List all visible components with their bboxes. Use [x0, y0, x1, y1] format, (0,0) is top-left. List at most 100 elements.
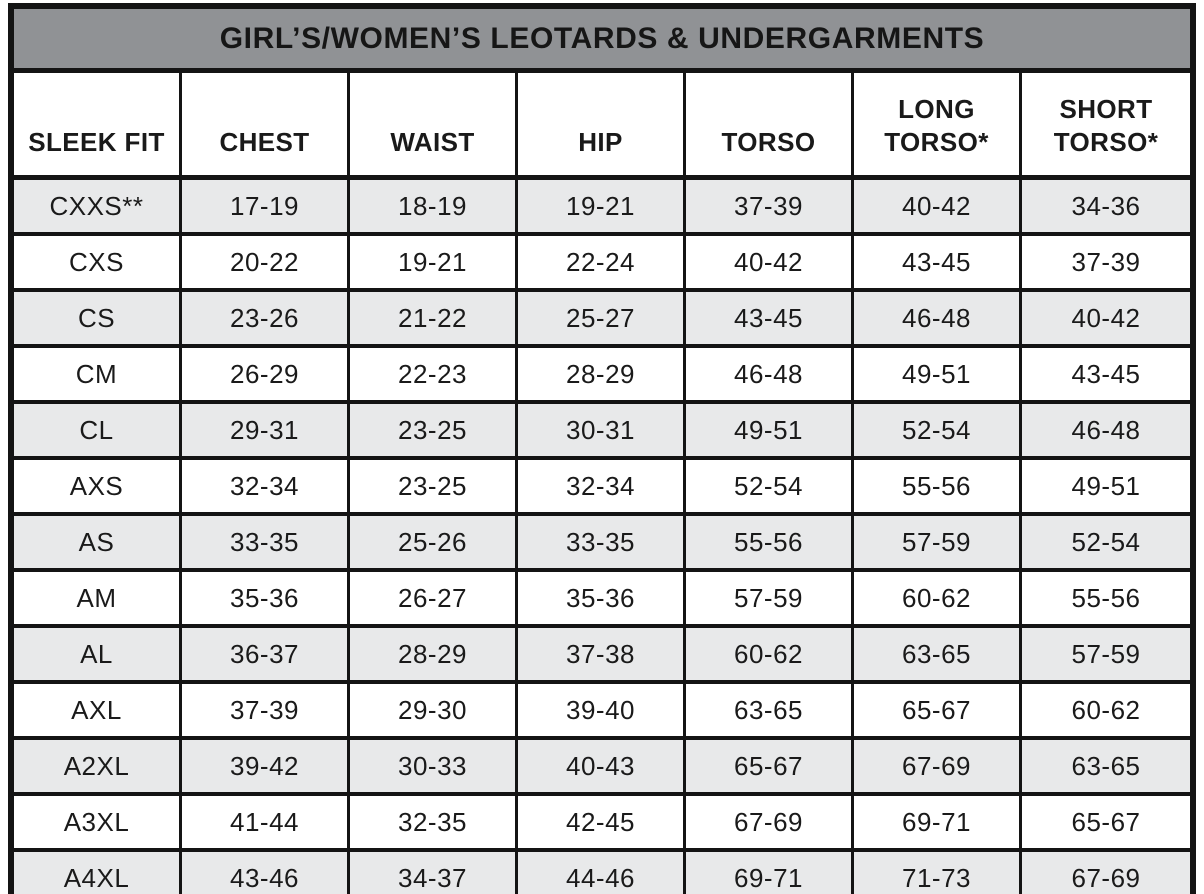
measurement-cell: 55-56 — [1022, 572, 1190, 628]
measurement-cell: 52-54 — [1022, 516, 1190, 572]
row-size-label: AXS — [14, 460, 182, 516]
table-row: CS 23-26 21-22 25-27 43-45 46-48 40-42 — [14, 292, 1190, 348]
table-row: AL 36-37 28-29 37-38 60-62 63-65 57-59 — [14, 628, 1190, 684]
measurement-cell: 43-46 — [182, 852, 350, 894]
measurement-cell: 65-67 — [1022, 796, 1190, 852]
measurement-cell: 69-71 — [686, 852, 854, 894]
measurement-cell: 46-48 — [686, 348, 854, 404]
row-size-label: A4XL — [14, 852, 182, 894]
table-row: CXS 20-22 19-21 22-24 40-42 43-45 37-39 — [14, 236, 1190, 292]
measurement-cell: 60-62 — [686, 628, 854, 684]
column-header-row: SLEEK FIT CHEST WAIST HIP TORSO LONG TORSO* SH… — [14, 73, 1190, 180]
row-size-label: A2XL — [14, 740, 182, 796]
measurement-cell: 69-71 — [854, 796, 1022, 852]
measurement-cell: 32-34 — [182, 460, 350, 516]
measurement-cell: 23-25 — [350, 460, 518, 516]
column-header-sleek-fit: SLEEK FIT — [14, 73, 182, 180]
measurement-cell: 19-21 — [518, 180, 686, 236]
title-row: GIRL’S/WOMEN’S LEOTARDS & UNDERGARMENTS — [14, 9, 1190, 73]
table-row: A4XL 43-46 34-37 44-46 69-71 71-73 67-69 — [14, 852, 1190, 894]
measurement-cell: 26-27 — [350, 572, 518, 628]
measurement-cell: 25-26 — [350, 516, 518, 572]
measurement-cell: 55-56 — [686, 516, 854, 572]
page-title: GIRL’S/WOMEN’S LEOTARDS & UNDERGARMENTS — [14, 9, 1190, 73]
measurement-cell: 43-45 — [686, 292, 854, 348]
measurement-cell: 20-22 — [182, 236, 350, 292]
measurement-cell: 18-19 — [350, 180, 518, 236]
row-size-label: CS — [14, 292, 182, 348]
table-head: GIRL’S/WOMEN’S LEOTARDS & UNDERGARMENTS … — [14, 9, 1190, 180]
measurement-cell: 63-65 — [686, 684, 854, 740]
row-size-label: AM — [14, 572, 182, 628]
measurement-cell: 41-44 — [182, 796, 350, 852]
size-chart-table: GIRL’S/WOMEN’S LEOTARDS & UNDERGARMENTS … — [8, 3, 1196, 894]
measurement-cell: 22-23 — [350, 348, 518, 404]
table-row: AXL 37-39 29-30 39-40 63-65 65-67 60-62 — [14, 684, 1190, 740]
measurement-cell: 25-27 — [518, 292, 686, 348]
measurement-cell: 65-67 — [686, 740, 854, 796]
measurement-cell: 34-36 — [1022, 180, 1190, 236]
table-row: A2XL 39-42 30-33 40-43 65-67 67-69 63-65 — [14, 740, 1190, 796]
row-size-label: AL — [14, 628, 182, 684]
measurement-cell: 46-48 — [854, 292, 1022, 348]
measurement-cell: 44-46 — [518, 852, 686, 894]
measurement-cell: 37-39 — [686, 180, 854, 236]
measurement-cell: 49-51 — [1022, 460, 1190, 516]
measurement-cell: 60-62 — [1022, 684, 1190, 740]
measurement-cell: 37-39 — [1022, 236, 1190, 292]
measurement-cell: 23-26 — [182, 292, 350, 348]
measurement-cell: 67-69 — [1022, 852, 1190, 894]
measurement-cell: 37-38 — [518, 628, 686, 684]
measurement-cell: 65-67 — [854, 684, 1022, 740]
measurement-cell: 23-25 — [350, 404, 518, 460]
measurement-cell: 34-37 — [350, 852, 518, 894]
measurement-cell: 28-29 — [350, 628, 518, 684]
measurement-cell: 52-54 — [686, 460, 854, 516]
measurement-cell: 19-21 — [350, 236, 518, 292]
measurement-cell: 35-36 — [518, 572, 686, 628]
measurement-cell: 57-59 — [686, 572, 854, 628]
table-row: AM 35-36 26-27 35-36 57-59 60-62 55-56 — [14, 572, 1190, 628]
measurement-cell: 30-33 — [350, 740, 518, 796]
measurement-cell: 26-29 — [182, 348, 350, 404]
column-header-short-torso: SHORT TORSO* — [1022, 73, 1190, 180]
measurement-cell: 29-31 — [182, 404, 350, 460]
row-size-label: CM — [14, 348, 182, 404]
measurement-cell: 40-42 — [686, 236, 854, 292]
table-row: CM 26-29 22-23 28-29 46-48 49-51 43-45 — [14, 348, 1190, 404]
measurement-cell: 57-59 — [854, 516, 1022, 572]
row-size-label: CXXS** — [14, 180, 182, 236]
measurement-cell: 37-39 — [182, 684, 350, 740]
measurement-cell: 17-19 — [182, 180, 350, 236]
column-header-chest: CHEST — [182, 73, 350, 180]
table-body: CXXS** 17-19 18-19 19-21 37-39 40-42 34-36 CXS 2… — [14, 180, 1190, 894]
row-size-label: A3XL — [14, 796, 182, 852]
measurement-cell: 40-42 — [854, 180, 1022, 236]
row-size-label: CL — [14, 404, 182, 460]
measurement-cell: 49-51 — [686, 404, 854, 460]
measurement-cell: 33-35 — [518, 516, 686, 572]
column-header-hip: HIP — [518, 73, 686, 180]
measurement-cell: 60-62 — [854, 572, 1022, 628]
measurement-cell: 39-42 — [182, 740, 350, 796]
measurement-cell: 30-31 — [518, 404, 686, 460]
measurement-cell: 67-69 — [686, 796, 854, 852]
measurement-cell: 40-42 — [1022, 292, 1190, 348]
row-size-label: AXL — [14, 684, 182, 740]
measurement-cell: 63-65 — [854, 628, 1022, 684]
measurement-cell: 57-59 — [1022, 628, 1190, 684]
column-header-long-torso: LONG TORSO* — [854, 73, 1022, 180]
measurement-cell: 36-37 — [182, 628, 350, 684]
row-size-label: CXS — [14, 236, 182, 292]
measurement-cell: 39-40 — [518, 684, 686, 740]
measurement-cell: 63-65 — [1022, 740, 1190, 796]
measurement-cell: 22-24 — [518, 236, 686, 292]
table-row: A3XL 41-44 32-35 42-45 67-69 69-71 65-67 — [14, 796, 1190, 852]
measurement-cell: 67-69 — [854, 740, 1022, 796]
table-row: CL 29-31 23-25 30-31 49-51 52-54 46-48 — [14, 404, 1190, 460]
table-row: CXXS** 17-19 18-19 19-21 37-39 40-42 34-36 — [14, 180, 1190, 236]
measurement-cell: 33-35 — [182, 516, 350, 572]
measurement-cell: 21-22 — [350, 292, 518, 348]
measurement-cell: 46-48 — [1022, 404, 1190, 460]
